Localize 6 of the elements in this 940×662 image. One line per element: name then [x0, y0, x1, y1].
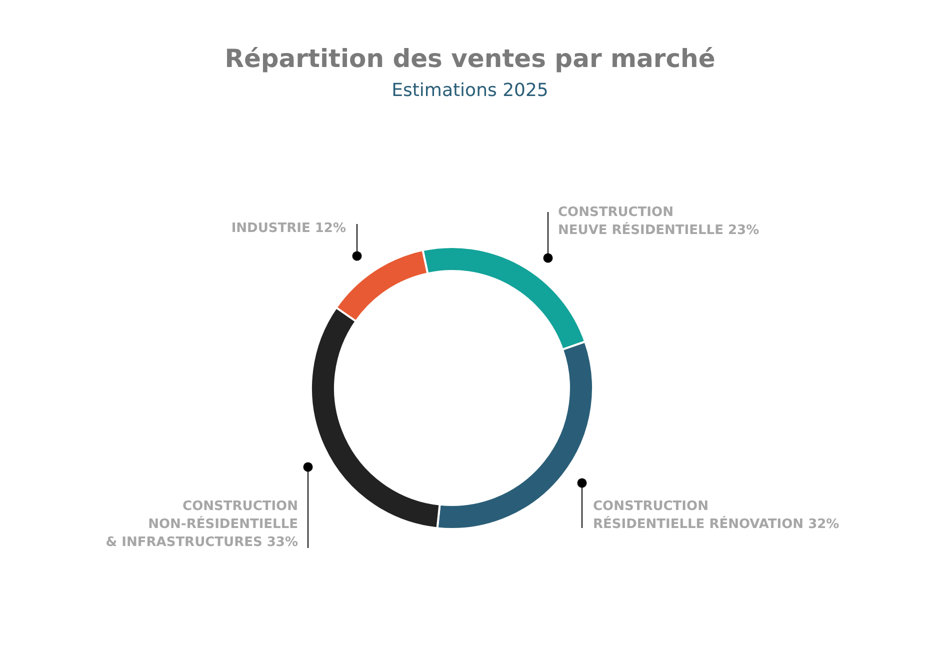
slice-label: INDUSTRIE 12%: [231, 221, 346, 236]
chart-title: Répartition des ventes par marché: [224, 44, 716, 73]
slice-label: CONSTRUCTION NEUVE RÉSIDENTIELLE 23%: [558, 205, 760, 238]
chart-subtitle: Estimations 2025: [392, 80, 548, 101]
slice-label: CONSTRUCTION RÉSIDENTIELLE RÉNOVATION 32%: [593, 499, 840, 532]
slice-label: CONSTRUCTION NON-RÉSIDENTIELLE & INFRASTRUCTURES 33%: [106, 499, 298, 550]
